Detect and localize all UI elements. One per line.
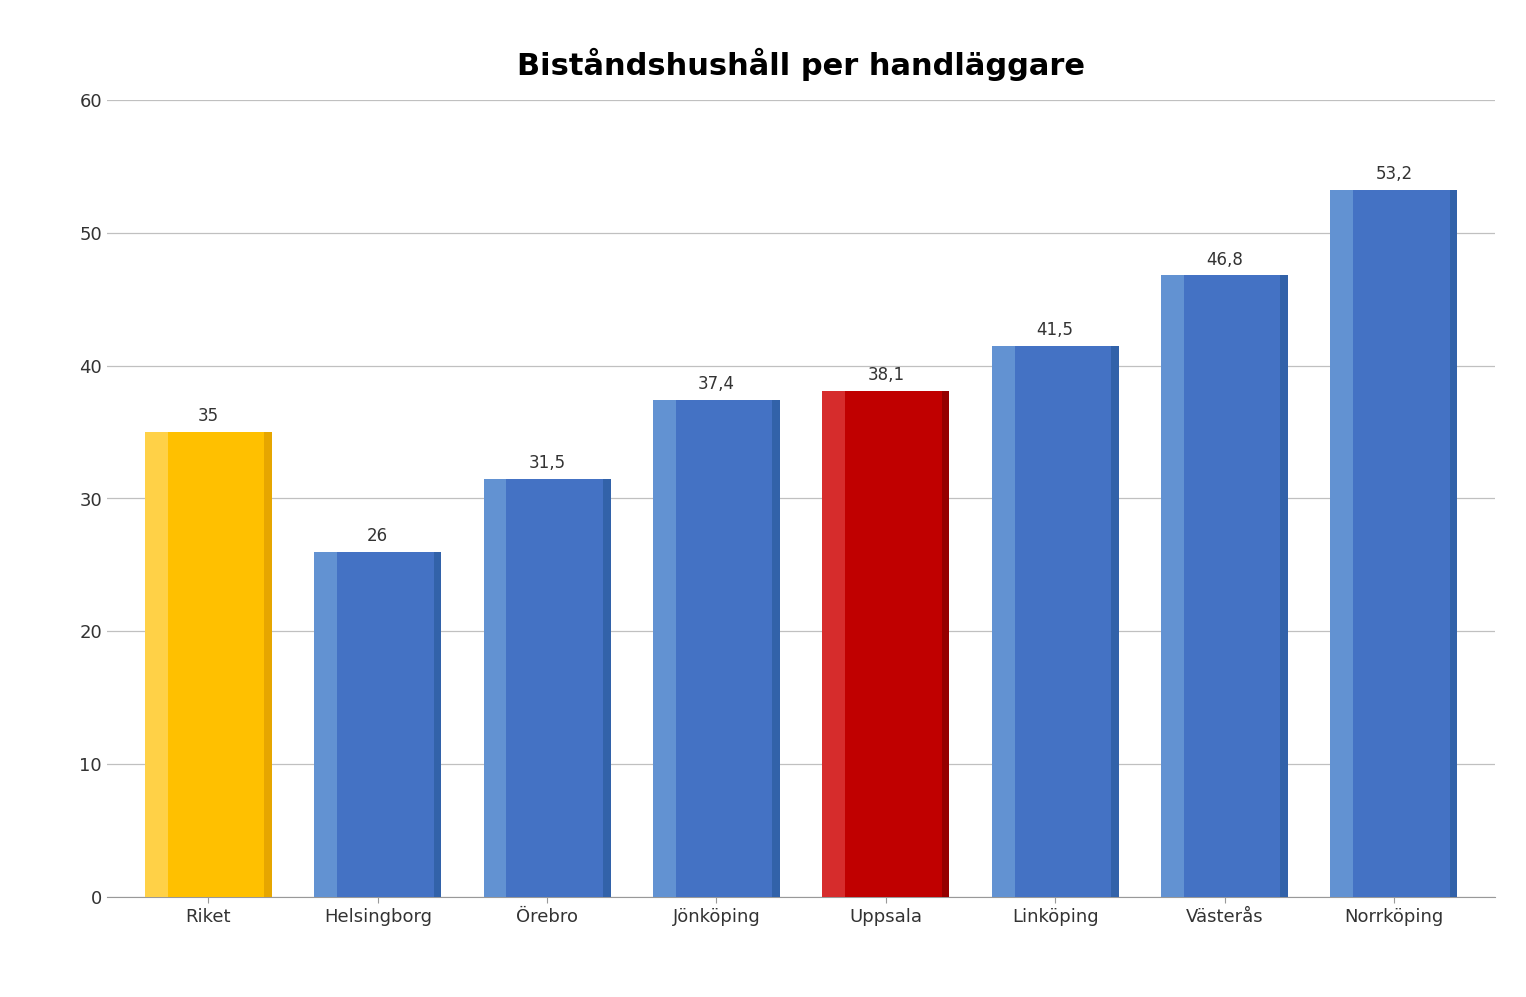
Bar [314, 551, 441, 897]
Bar [823, 391, 949, 897]
Text: 53,2: 53,2 [1375, 166, 1413, 183]
Bar [772, 400, 780, 897]
Bar [264, 432, 272, 897]
Text: 26: 26 [368, 527, 388, 545]
Bar [145, 432, 272, 897]
Bar [653, 400, 780, 897]
Text: 41,5: 41,5 [1036, 321, 1074, 339]
Bar [484, 479, 507, 897]
Text: 31,5: 31,5 [528, 454, 566, 472]
Title: Biståndshushåll per handläggare: Biståndshushåll per handläggare [517, 48, 1085, 81]
Bar [942, 391, 949, 897]
Bar [653, 400, 676, 897]
Bar [1331, 190, 1354, 897]
Bar [145, 432, 168, 897]
Bar [1161, 275, 1288, 897]
Bar [433, 551, 441, 897]
Bar [823, 391, 845, 897]
Bar [992, 346, 1015, 897]
Text: 37,4: 37,4 [697, 376, 736, 394]
Text: 46,8: 46,8 [1206, 250, 1244, 268]
Bar [1111, 346, 1119, 897]
Bar [484, 479, 610, 897]
Bar [1450, 190, 1457, 897]
Bar [992, 346, 1119, 897]
Bar [314, 551, 337, 897]
Bar [1331, 190, 1457, 897]
Text: 38,1: 38,1 [867, 366, 905, 384]
Bar [1280, 275, 1288, 897]
Bar [1161, 275, 1184, 897]
Bar [603, 479, 610, 897]
Text: 35: 35 [198, 408, 220, 426]
